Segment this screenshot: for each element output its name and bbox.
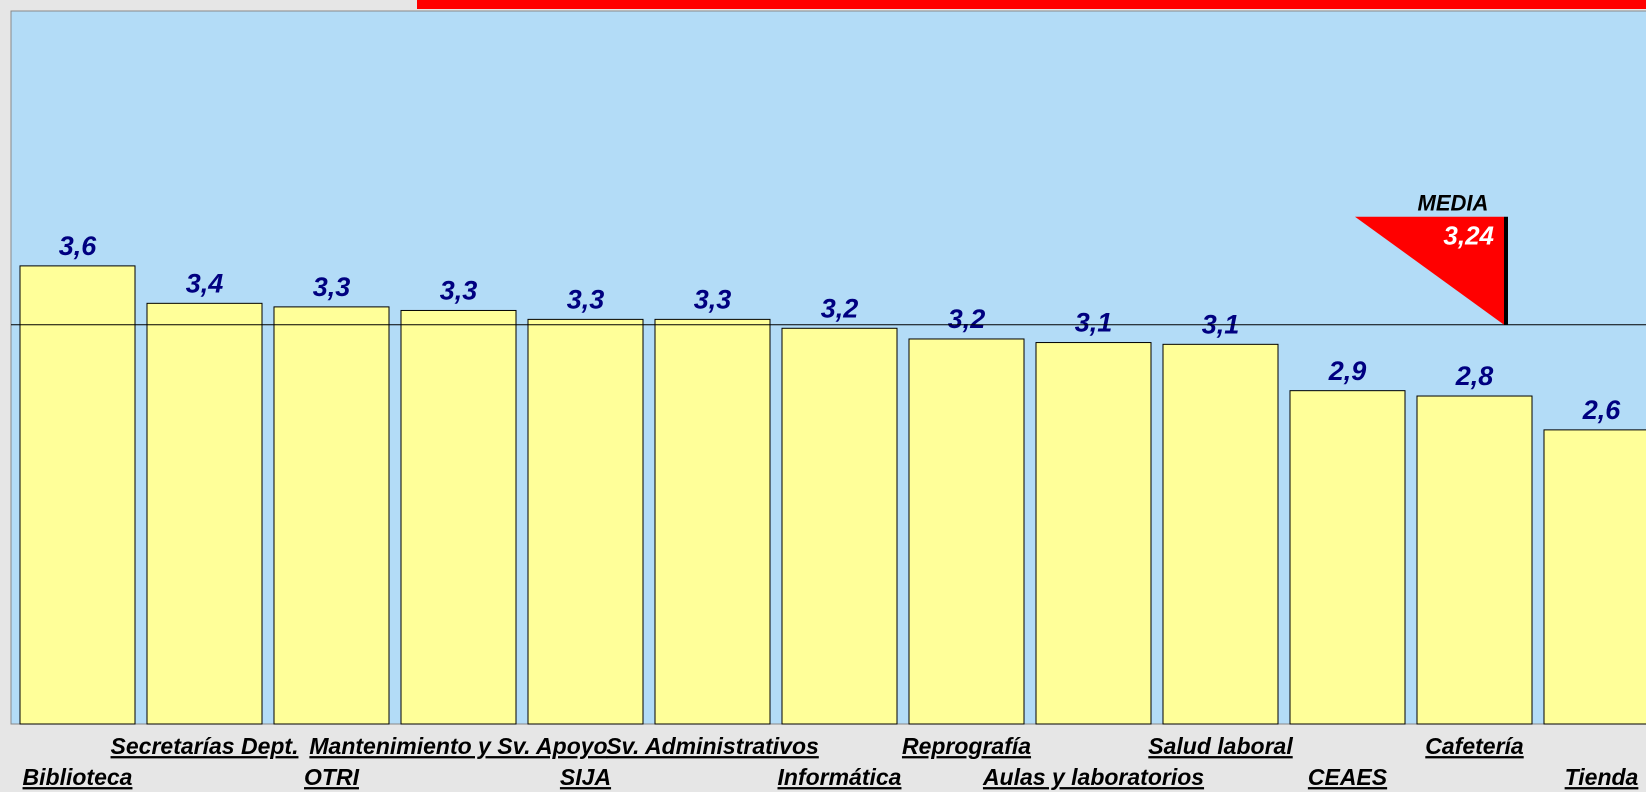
value-label: 3,3 (567, 284, 605, 314)
x-tick-label: OTRI (304, 764, 360, 790)
x-tick-label: Biblioteca (23, 764, 133, 790)
value-label: 2,6 (1582, 395, 1622, 425)
mean-value: 3,24 (1443, 221, 1494, 251)
value-label: 3,2 (948, 304, 986, 334)
x-tick-label: Reprografía (902, 733, 1031, 759)
bar (908, 338, 1025, 725)
bar (400, 309, 517, 725)
value-label: 3,4 (186, 268, 224, 298)
value-label: 3,3 (440, 276, 478, 306)
bar (1416, 395, 1533, 725)
x-tick-label: Tienda (1565, 764, 1639, 790)
bar (1543, 429, 1646, 725)
bar (273, 306, 390, 725)
bar (654, 318, 771, 725)
header-bar (417, 0, 1646, 9)
value-label: 3,3 (313, 272, 351, 302)
x-tick-label: Informática (778, 764, 902, 790)
bar (1035, 342, 1152, 725)
x-tick-label: Mantenimiento y Sv. Apoyo (309, 733, 607, 759)
bar (781, 327, 898, 725)
value-label: 2,8 (1455, 361, 1494, 391)
value-label: 3,6 (59, 231, 98, 261)
bar (146, 302, 263, 725)
x-tick-label: Aulas y laboratorios (982, 764, 1204, 790)
bar (1162, 343, 1279, 725)
x-tick-label: CEAES (1308, 764, 1388, 790)
x-tick-label: Cafetería (1425, 733, 1524, 759)
bar (527, 318, 644, 725)
value-label: 3,3 (694, 284, 732, 314)
x-tick-label: SIJA (560, 764, 611, 790)
bar (1289, 390, 1406, 725)
value-label: 2,9 (1328, 356, 1367, 386)
mean-title: MEDIA (1418, 191, 1489, 216)
x-tick-label: Sv. Administrativos (606, 733, 819, 759)
x-tick-label: Secretarías Dept. (111, 733, 299, 759)
value-label: 3,2 (821, 293, 859, 323)
value-label: 3,1 (1075, 308, 1113, 338)
bar (19, 265, 136, 725)
x-tick-label: Salud laboral (1148, 733, 1293, 759)
mean-marker (1355, 216, 1504, 325)
